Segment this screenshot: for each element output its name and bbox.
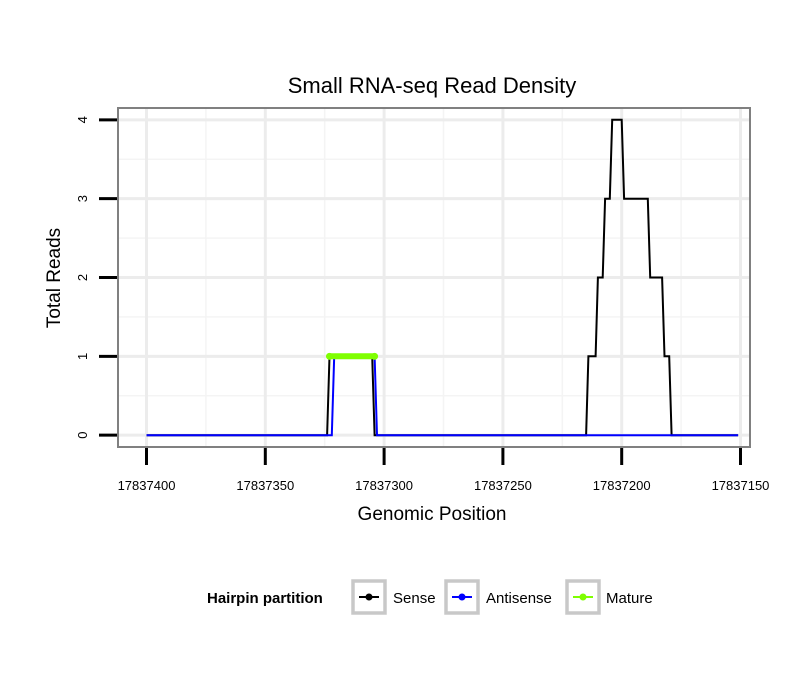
x-tick-label: 17837200 bbox=[593, 478, 651, 493]
series-point-mature bbox=[371, 352, 379, 360]
y-tick-label: 3 bbox=[75, 195, 90, 202]
x-tick-label: 17837150 bbox=[712, 478, 770, 493]
chart-title: Small RNA-seq Read Density bbox=[288, 73, 577, 98]
series-point-mature bbox=[325, 352, 333, 360]
y-tick-label: 0 bbox=[75, 432, 90, 439]
legend-label-mature: Mature bbox=[606, 590, 653, 607]
legend-key-point-sense bbox=[365, 593, 373, 601]
legend-label-antisense: Antisense bbox=[486, 590, 552, 607]
x-axis-title: Genomic Position bbox=[358, 504, 507, 525]
legend-title: Hairpin partition bbox=[207, 590, 323, 607]
legend-key-point-antisense bbox=[458, 593, 466, 601]
x-tick-label: 17837400 bbox=[118, 478, 176, 493]
y-tick-label: 2 bbox=[75, 274, 90, 281]
series-line-sense bbox=[146, 118, 739, 437]
y-axis-title: Total Reads bbox=[44, 228, 65, 328]
x-tick-label: 17837350 bbox=[236, 478, 294, 493]
y-tick-label: 1 bbox=[75, 353, 90, 360]
grid-minor bbox=[119, 109, 749, 446]
x-tick-label: 17837250 bbox=[474, 478, 532, 493]
series-layer bbox=[146, 118, 739, 437]
legend: Hairpin partition Sense Antisense Mature bbox=[207, 579, 653, 615]
x-tick-label: 17837300 bbox=[355, 478, 413, 493]
legend-label-sense: Sense bbox=[393, 590, 436, 607]
legend-key-point-mature bbox=[579, 593, 587, 601]
y-tick-label: 4 bbox=[75, 116, 90, 123]
x-axis: 17837400 17837350 17837300 17837250 17837200… bbox=[118, 448, 770, 493]
y-axis: 0 1 2 3 4 bbox=[75, 116, 117, 439]
